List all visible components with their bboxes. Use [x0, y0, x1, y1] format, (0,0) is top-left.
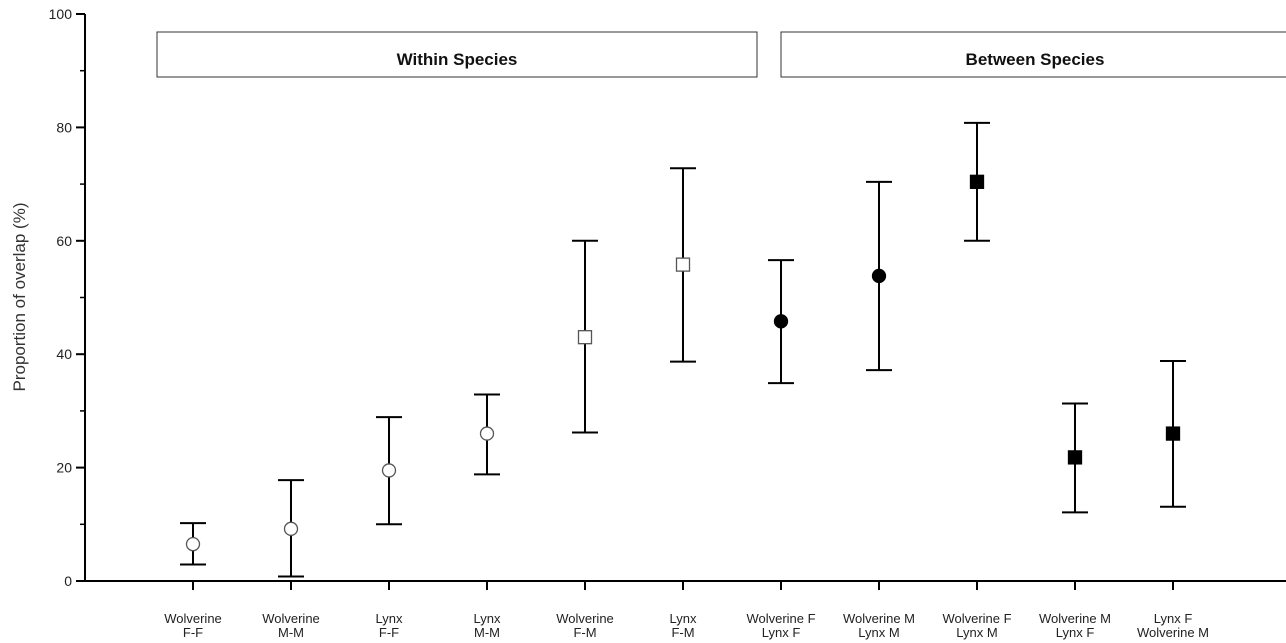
group-box	[780, 31, 1286, 78]
data-point-filled-circle	[871, 268, 887, 284]
x-category-label: F-M	[671, 625, 694, 640]
axes	[84, 14, 1286, 582]
y-tick-label: 80	[56, 119, 72, 135]
x-category-label: Lynx F	[1056, 625, 1095, 640]
x-category-label: M-M	[474, 625, 500, 640]
data-point-open-square	[675, 257, 691, 272]
y-tick-label: 40	[56, 346, 72, 362]
x-category-label: Lynx F	[1154, 611, 1193, 626]
x-category-label: Lynx	[474, 611, 501, 626]
x-category-label: Wolverine	[164, 611, 222, 626]
data-point-filled-square	[1165, 426, 1181, 441]
data-point-filled-circle	[773, 314, 789, 329]
group-box	[156, 31, 758, 78]
x-category-label: Wolverine M	[843, 611, 915, 626]
data-markers	[185, 174, 1181, 552]
x-category-label: Wolverine F	[746, 611, 815, 626]
x-category-label: Lynx F	[762, 625, 801, 640]
data-point-open-circle	[381, 463, 397, 478]
x-category-label: Lynx M	[858, 625, 899, 640]
data-point-filled-square	[969, 174, 985, 189]
x-category-label: Wolverine	[556, 611, 614, 626]
x-category-label: Lynx M	[956, 625, 997, 640]
data-point-open-circle	[479, 426, 495, 441]
group-label: Within Species	[397, 50, 518, 69]
data-point-open-circle	[283, 521, 299, 536]
x-category-label: F-F	[183, 625, 203, 640]
x-category-label: M-M	[278, 625, 304, 640]
y-tick-label: 0	[64, 573, 72, 589]
x-category-label: Wolverine M	[1137, 625, 1209, 640]
data-point-open-square	[577, 330, 593, 345]
y-tick-label: 20	[56, 460, 72, 476]
x-category-label: Wolverine F	[942, 611, 1011, 626]
x-category-label: F-F	[379, 625, 399, 640]
x-category-label: Wolverine	[262, 611, 320, 626]
x-ticks: WolverineF-FWolverineM-MLynxF-FLynxM-MWo…	[164, 581, 1209, 640]
x-category-label: Lynx	[376, 611, 403, 626]
x-category-label: Wolverine M	[1039, 611, 1111, 626]
x-category-label: F-M	[573, 625, 596, 640]
data-point-open-circle	[185, 536, 201, 552]
data-point-filled-square	[1067, 450, 1083, 465]
group-label: Between Species	[966, 50, 1105, 69]
x-category-label: Lynx	[670, 611, 697, 626]
y-tick-label: 60	[56, 233, 72, 249]
y-ticks: 0 20 40 60 80 100	[49, 6, 85, 589]
group-boxes: Within Species Between Species	[156, 31, 1286, 78]
y-tick-label: 100	[49, 6, 73, 22]
error-bars	[180, 121, 1186, 578]
y-axis-title: Proportion of overlap (%)	[10, 203, 29, 392]
